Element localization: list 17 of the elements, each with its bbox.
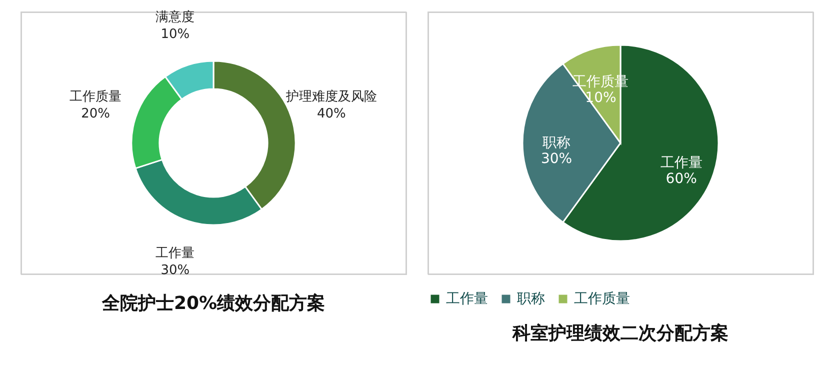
data-label: 60%	[666, 170, 697, 187]
slice-label: 工作量	[660, 154, 702, 171]
data-label: 30%	[540, 151, 572, 167]
slice-label: 工作质量	[70, 90, 122, 105]
data-label: 40%	[316, 106, 346, 122]
legend-label: 职称	[517, 291, 545, 307]
slice-label: 满意度	[156, 9, 195, 26]
data-label: 20%	[81, 106, 110, 122]
text: 全院护士20%绩效分配方案	[100, 292, 326, 314]
data-label: 30%	[160, 262, 190, 278]
slice-label: 护理难度及风险	[284, 88, 377, 105]
legend-label: 工作量	[446, 291, 488, 307]
data-label: 10%	[160, 27, 190, 42]
slice-label: 职称	[542, 135, 570, 151]
slice-label: 工作量	[156, 246, 195, 261]
legend-label: 工作质量	[574, 291, 630, 307]
text: 科室护理绩效二次分配方案	[512, 323, 728, 344]
